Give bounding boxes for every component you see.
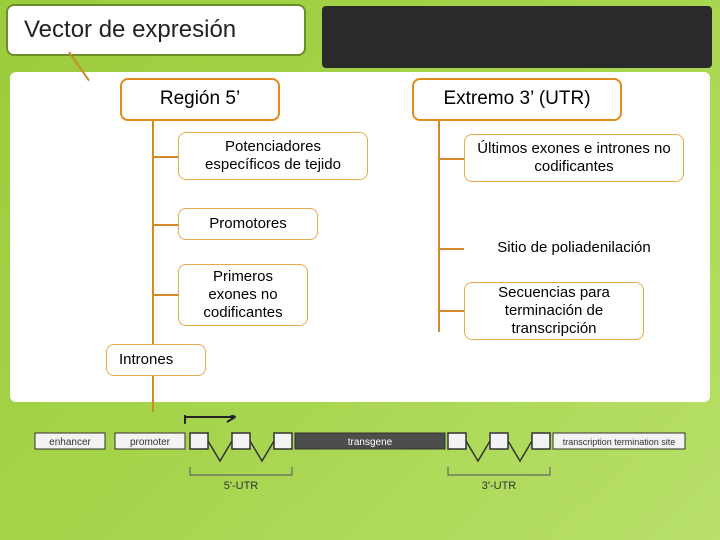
connector (152, 156, 180, 158)
termination-label: transcription termination site (563, 437, 676, 447)
connector (438, 310, 466, 312)
utr5-label: 5'-UTR (224, 480, 259, 492)
connector (438, 248, 466, 250)
enhancer-label: enhancer (49, 437, 91, 448)
utr5-bracket-icon (190, 467, 292, 475)
slide-title: Vector de expresión (6, 4, 306, 56)
region-5-box: Región 5’ (120, 78, 280, 121)
utr3-bracket-icon (448, 467, 550, 475)
polya-box: Sitio de poliadenilación (464, 232, 684, 264)
transcription-arrow-icon (185, 415, 235, 423)
content-area: Región 5’ Potenciadores específicos de t… (10, 72, 710, 402)
utr5-region (190, 433, 292, 461)
connector (152, 224, 180, 226)
transgene-label: transgene (348, 437, 393, 448)
connector (438, 112, 440, 332)
promoters-box: Promotores (178, 208, 318, 240)
promoter-label: promoter (130, 437, 171, 448)
first-exons-box: Primeros exones no codificantes (178, 264, 308, 326)
last-exons-box: Últimos exones e intrones no codificante… (464, 134, 684, 182)
utr3-label: 3'-UTR (482, 480, 517, 492)
introns-box: Intrones (106, 344, 206, 376)
utr3-region (448, 433, 550, 461)
dark-header-panel (322, 6, 712, 68)
gene-structure-diagram: enhancer promoter transgene (30, 415, 690, 525)
gene-svg: enhancer promoter transgene (30, 415, 690, 525)
connector (152, 294, 180, 296)
enhancers-box: Potenciadores específicos de tejido (178, 132, 368, 180)
termination-seq-box: Secuencias para terminación de transcrip… (464, 282, 644, 340)
utr3-box: Extremo 3’ (UTR) (412, 78, 622, 121)
connector (438, 158, 466, 160)
slide: Vector de expresión Región 5’ Potenciado… (0, 0, 720, 540)
